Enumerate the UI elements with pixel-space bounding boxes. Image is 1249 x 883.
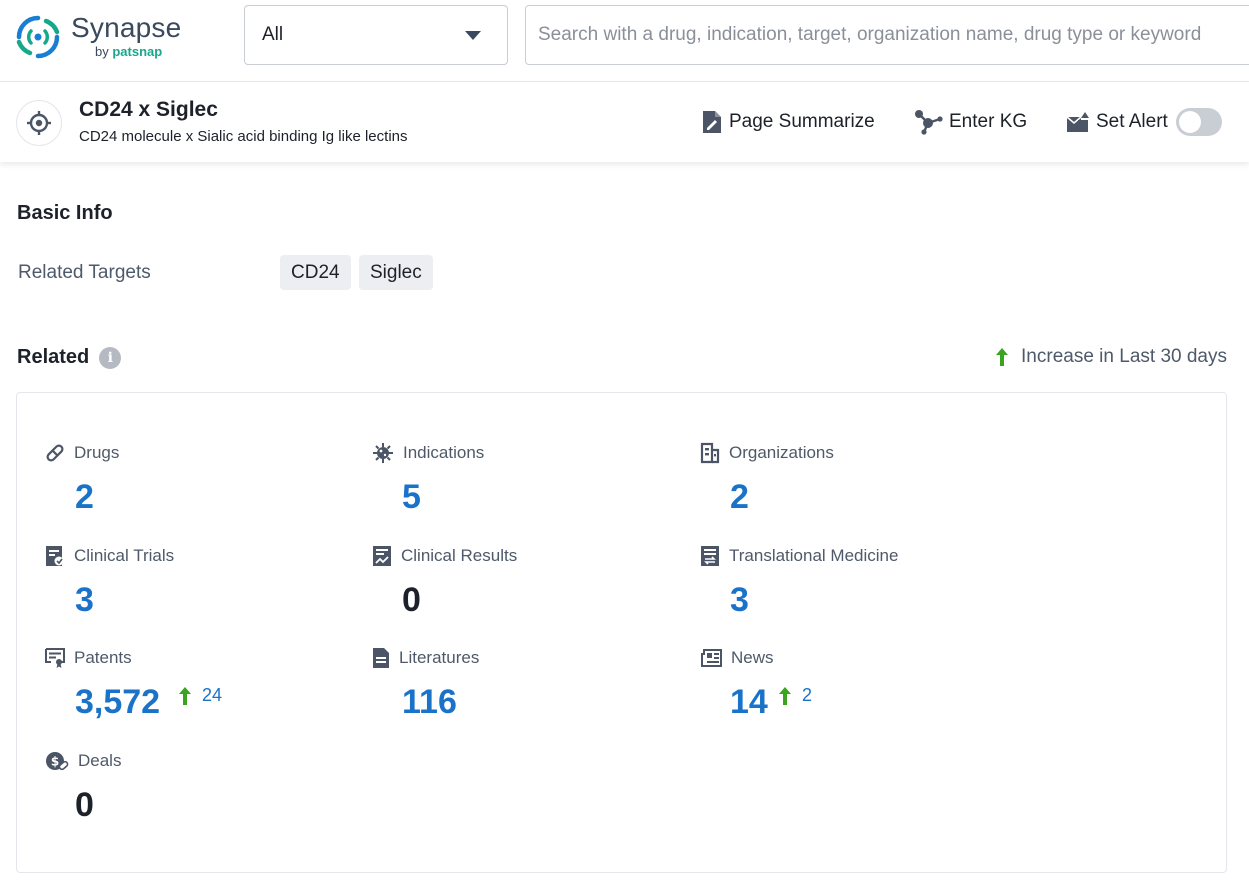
search-input[interactable]: [525, 5, 1249, 65]
related-title: Related i: [17, 346, 121, 369]
stat-clinical-results: Clinical Results 0: [372, 545, 672, 635]
stat-label: Indications: [403, 443, 484, 463]
stat-clinical-trials: Clinical Trials 3: [45, 545, 345, 635]
deals-icon: $: [45, 750, 69, 772]
stat-translational-medicine: Translational Medicine 3: [700, 545, 1000, 635]
stat-value[interactable]: 3: [730, 581, 749, 620]
stat-label: Clinical Results: [401, 546, 517, 566]
pill-icon: [45, 443, 65, 463]
stat-label: Clinical Trials: [74, 546, 174, 566]
stat-value: 0: [402, 581, 421, 620]
stat-increase-value: 2: [802, 685, 812, 706]
clinical-trials-icon: [45, 545, 65, 567]
alert-mail-icon: [1066, 111, 1090, 133]
stat-organizations: Organizations 2: [700, 442, 1000, 532]
page-summarize-button[interactable]: Page Summarize: [701, 108, 875, 136]
stat-value[interactable]: 116: [402, 683, 457, 722]
target-tag-cd24[interactable]: CD24: [280, 255, 351, 290]
synapse-logo[interactable]: Synapse by patsnap: [15, 12, 185, 62]
related-targets-label: Related Targets: [18, 262, 151, 284]
search-scope-value: All: [262, 24, 283, 46]
stat-deals: $ Deals 0: [45, 750, 345, 840]
related-stats-card: Drugs 2 Indications 5: [16, 392, 1227, 873]
stat-value[interactable]: 14: [730, 683, 768, 722]
building-icon: [700, 442, 720, 464]
virus-icon: [372, 442, 394, 464]
stat-value[interactable]: 5: [402, 478, 421, 517]
stat-literatures: Literatures 116: [372, 647, 672, 737]
stat-translational-medicine-header: Translational Medicine: [700, 545, 898, 567]
increase-legend: Increase in Last 30 days: [995, 346, 1227, 368]
stat-value[interactable]: 2: [730, 478, 749, 517]
svg-text:$: $: [51, 755, 59, 769]
knowledge-graph-icon: [913, 109, 943, 135]
news-icon: [700, 648, 722, 668]
stat-clinical-trials-header: Clinical Trials: [45, 545, 174, 567]
stat-patents: Patents 3,572 24: [45, 647, 345, 737]
stat-label: Organizations: [729, 443, 834, 463]
entity-title: CD24 x Siglec: [79, 98, 218, 122]
synapse-logo-icon: [15, 14, 61, 60]
stat-label: Deals: [78, 751, 121, 771]
top-bar: Synapse by patsnap All: [0, 0, 1249, 82]
clinical-results-icon: [372, 545, 392, 567]
stat-indications-header: Indications: [372, 442, 484, 464]
stat-patents-header: Patents: [45, 647, 132, 669]
stat-news-header: News: [700, 647, 774, 669]
arrow-up-icon: [995, 347, 1009, 367]
stat-indications: Indications 5: [372, 442, 672, 532]
target-tag-siglec[interactable]: Siglec: [359, 255, 433, 290]
page-summarize-label: Page Summarize: [729, 111, 875, 133]
literature-icon: [372, 647, 390, 669]
stat-increase-value: 24: [202, 685, 222, 706]
translational-medicine-icon: [700, 545, 720, 567]
increase-legend-text: Increase in Last 30 days: [1021, 346, 1227, 368]
stat-clinical-results-header: Clinical Results: [372, 545, 517, 567]
arrow-up-icon: [778, 686, 792, 706]
stat-label: Drugs: [74, 443, 119, 463]
brand-by: by patsnap: [95, 44, 162, 59]
stat-increase[interactable]: 24: [178, 685, 222, 706]
arrow-up-icon: [178, 686, 192, 706]
stat-drugs-header: Drugs: [45, 442, 119, 464]
stat-value[interactable]: 3,572: [75, 683, 160, 722]
enter-kg-button[interactable]: Enter KG: [913, 108, 1027, 136]
summarize-doc-icon: [701, 110, 723, 134]
target-icon: [16, 100, 62, 146]
stat-label: Patents: [74, 648, 132, 668]
info-icon[interactable]: i: [99, 347, 121, 369]
search-scope-select[interactable]: All: [244, 5, 508, 65]
stat-deals-header: $ Deals: [45, 750, 121, 772]
stat-organizations-header: Organizations: [700, 442, 834, 464]
set-alert-toggle[interactable]: [1176, 108, 1222, 136]
toggle-knob: [1179, 111, 1201, 133]
stat-label: News: [731, 648, 774, 668]
entity-header: CD24 x Siglec CD24 molecule x Sialic aci…: [0, 82, 1249, 162]
stat-news: News 14 2: [700, 647, 1000, 737]
caret-down-icon: [465, 31, 481, 40]
brand-name: Synapse: [71, 12, 181, 44]
related-title-text: Related: [17, 346, 89, 369]
set-alert-label: Set Alert: [1096, 111, 1168, 133]
stat-increase[interactable]: 2: [778, 685, 812, 706]
patent-icon: [45, 647, 65, 669]
stat-value[interactable]: 3: [75, 581, 94, 620]
stat-value: 0: [75, 786, 94, 825]
basic-info-title: Basic Info: [17, 202, 113, 225]
stat-literatures-header: Literatures: [372, 647, 479, 669]
stat-label: Literatures: [399, 648, 479, 668]
stat-drugs: Drugs 2: [45, 442, 345, 532]
stat-label: Translational Medicine: [729, 546, 898, 566]
entity-subtitle: CD24 molecule x Sialic acid binding Ig l…: [79, 128, 408, 145]
stat-value[interactable]: 2: [75, 478, 94, 517]
set-alert-control: Set Alert: [1066, 108, 1168, 136]
enter-kg-label: Enter KG: [949, 111, 1027, 133]
